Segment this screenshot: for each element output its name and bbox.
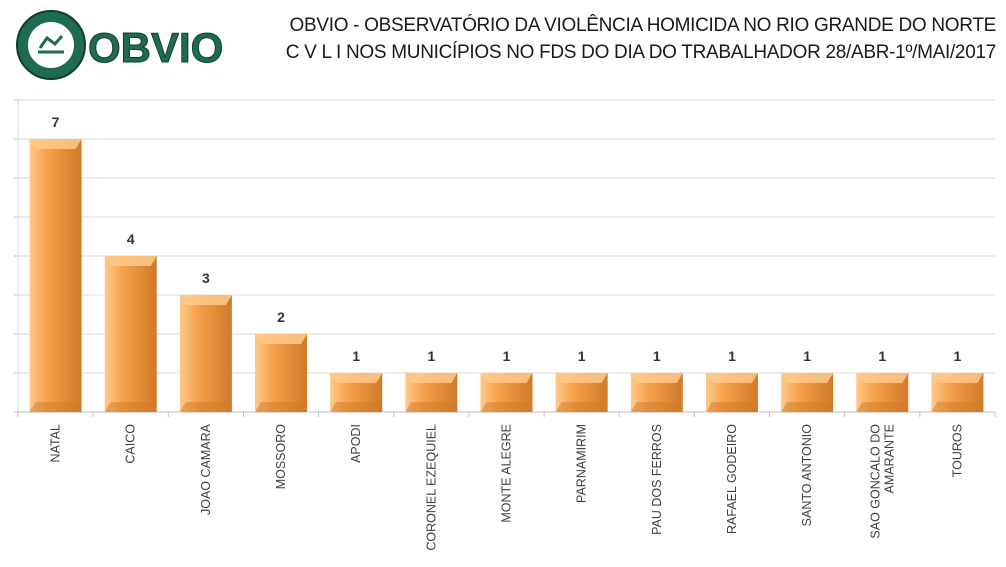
logo-seal-emblem-icon	[38, 35, 64, 54]
category-label: APODI	[349, 424, 363, 463]
bar	[856, 373, 909, 412]
category-label: PAU DOS FERROS	[650, 424, 664, 535]
gridlines	[14, 99, 996, 417]
category-label: TOUROS	[950, 424, 964, 477]
data-label: 1	[578, 348, 586, 364]
category-label: RAFAEL GODEIRO	[725, 424, 739, 534]
bar	[931, 373, 984, 412]
bar	[104, 256, 157, 412]
category-label: SAO GONCALO DOAMARANTE	[868, 424, 896, 539]
data-labels: 7 4 3 2 1 1 1 1 1 1 1 1 1	[52, 114, 962, 364]
category-label: MOSSORO	[274, 424, 288, 490]
bar	[179, 295, 232, 412]
bar	[29, 139, 82, 412]
data-label: 1	[653, 348, 661, 364]
category-label: MONTE ALEGRE	[500, 424, 514, 523]
category-labels: NATAL CAICO JOAO CAMARA MOSSORO APODI CORONEL…	[49, 423, 965, 550]
category-label: SANTO ANTONIO	[800, 424, 814, 527]
data-label: 1	[427, 348, 435, 364]
data-label: 3	[202, 270, 210, 286]
obvio-logo: OBVIO	[16, 10, 224, 80]
category-label: CAICO	[124, 424, 138, 464]
data-label: 1	[728, 348, 736, 364]
data-label: 2	[277, 309, 285, 325]
chart-title-block: OBVIO - OBSERVATÓRIO DA VIOLÊNCIA HOMICI…	[285, 12, 997, 66]
category-label: CORONEL EZEQUIEL	[424, 424, 438, 551]
chart-subtitle: C V L I NOS MUNICÍPIOS NO FDS DO DIA DO …	[285, 42, 997, 63]
bar	[405, 373, 458, 412]
category-label: JOAO CAMARA	[199, 423, 213, 515]
bar	[555, 373, 608, 412]
data-label: 1	[803, 348, 811, 364]
logo-wordmark: OBVIO	[88, 24, 223, 71]
data-label: 1	[352, 348, 360, 364]
category-label: PARNAMIRIM	[575, 424, 589, 503]
data-label: 7	[52, 114, 60, 130]
data-label: 4	[127, 231, 135, 247]
bar	[330, 373, 383, 412]
bar	[480, 373, 533, 412]
bars	[29, 139, 984, 412]
bar	[705, 373, 758, 412]
category-label: NATAL	[49, 424, 63, 462]
data-label: 1	[503, 348, 511, 364]
chart-title: OBVIO - OBSERVATÓRIO DA VIOLÊNCIA HOMICI…	[289, 15, 997, 36]
bar	[255, 334, 308, 412]
data-label: 1	[954, 348, 962, 364]
bar	[781, 373, 834, 412]
data-label: 1	[878, 348, 886, 364]
bar	[630, 373, 683, 412]
